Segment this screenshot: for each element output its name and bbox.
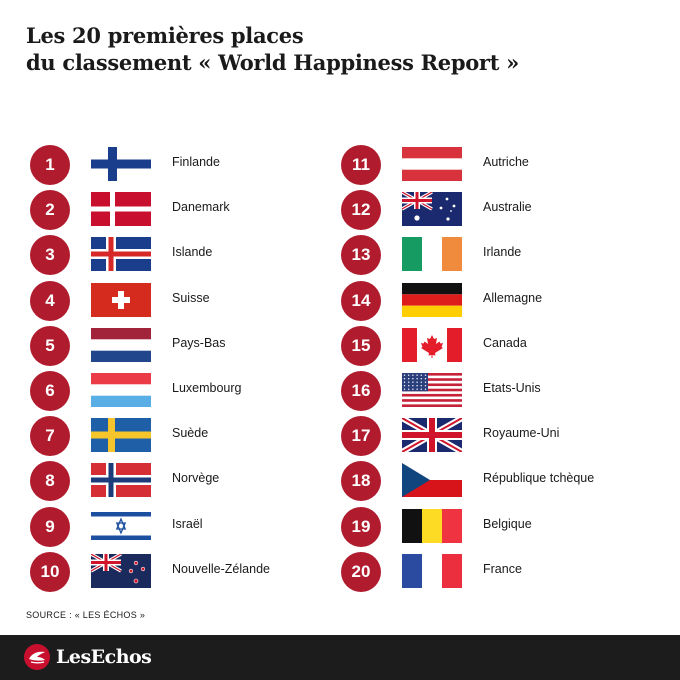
footer-bar: LesEchos [0,635,680,680]
country-name: Suède [172,426,209,441]
iceland-flag [91,237,151,272]
ranking-row: 19 Belgique [341,505,641,550]
france-flag [402,553,462,588]
country-name: Autriche [483,155,529,169]
country-name: Irlande [483,245,522,260]
norway-flag [91,463,151,498]
country-name: Belgique [483,516,532,531]
usa-flag [402,372,462,407]
rank-badge: 10 [30,551,70,592]
country-name: Luxembourg [172,380,242,395]
ranking-row: 3 Islande [30,233,330,278]
rank-badge: 9 [30,506,70,547]
country-name: France [483,561,522,576]
ranking-column-right: 11 Autriche 12 Australie 13 Irlande 14 Allemagn… [341,143,641,595]
title-line-2: du classement « World Happiness Report » [26,50,519,75]
rank-badge: 13 [341,235,381,276]
canada-flag [402,327,462,362]
israel-flag [91,508,151,543]
new-zealand-flag [91,553,151,588]
uk-flag [402,418,462,453]
germany-flag [402,282,462,317]
ranking-row: 17 Royaume-Uni [341,414,641,459]
rank-badge: 12 [341,190,381,231]
rank-badge: 19 [341,506,381,547]
sweden-flag [91,418,151,453]
rank-badge: 18 [341,461,381,502]
country-name: Royaume-Uni [483,426,560,441]
rank-badge: 17 [341,416,381,457]
austria-flag [402,147,462,181]
czech-flag [402,463,462,498]
finland-flag [91,147,151,181]
switzerland-flag [91,282,151,317]
denmark-flag [91,192,151,227]
netherlands-flag [91,327,151,362]
country-name: Israël [172,516,203,531]
rank-badge: 4 [30,280,70,321]
ranking-row: 10 Nouvelle-Zélande [30,550,330,595]
australia-flag [402,192,462,227]
ranking-row: 7 Suède [30,414,330,459]
ranking-row: 15 Canada [341,324,641,369]
rank-badge: 11 [341,145,381,185]
rank-badge: 20 [341,551,381,592]
ranking-row: 16 Etats-Unis [341,369,641,414]
country-name: Islande [172,245,213,260]
rank-badge: 16 [341,370,381,411]
les-echos-logo-text: LesEchos [56,646,152,668]
country-name: Norvège [172,471,220,486]
rank-badge: 5 [30,325,70,366]
page-title: Les 20 premières places du classement « … [26,22,646,76]
ranking-row: 18 République tchèque [341,459,641,504]
les-echos-logo-icon [24,644,50,670]
ranking-row: 20 France [341,550,641,595]
country-name: Australie [483,200,532,215]
luxembourg-flag [91,372,151,407]
country-name: République tchèque [483,471,595,486]
ranking-row: 4 Suisse [30,279,330,324]
belgium-flag [402,508,462,543]
rank-badge: 6 [30,370,70,411]
country-name: Nouvelle-Zélande [172,561,270,576]
ranking-row: 13 Irlande [341,233,641,278]
rank-badge: 15 [341,325,381,366]
ranking-row: 9 Israël [30,505,330,550]
rank-badge: 14 [341,280,381,321]
ranking-row: 2 Danemark [30,188,330,233]
rank-badge: 8 [30,461,70,502]
country-name: Etats-Unis [483,380,541,395]
country-name: Allemagne [483,290,543,305]
rank-badge: 3 [30,235,70,276]
ranking-row: 12 Australie [341,188,641,233]
title-line-1: Les 20 premières places [26,23,304,48]
ranking-row: 14 Allemagne [341,279,641,324]
ranking-row: 11 Autriche [341,143,641,188]
country-name: Danemark [172,200,230,215]
ranking-row: 8 Norvège [30,459,330,504]
rank-badge: 7 [30,416,70,457]
ranking-row: 1 Finlande [30,143,330,188]
source-note: SOURCE : « LES ÉCHOS » [26,610,146,620]
ranking-row: 5 Pays-Bas [30,324,330,369]
ranking-row: 6 Luxembourg [30,369,330,414]
ranking-column-left: 1 Finlande 2 Danemark 3 Islande 4 Suisse 5 Pays-B… [30,143,330,595]
country-name: Finlande [172,155,220,169]
ireland-flag [402,237,462,272]
rank-badge: 2 [30,190,70,231]
country-name: Pays-Bas [172,335,226,350]
country-name: Suisse [172,290,210,305]
rank-badge: 1 [30,145,70,185]
country-name: Canada [483,335,527,350]
